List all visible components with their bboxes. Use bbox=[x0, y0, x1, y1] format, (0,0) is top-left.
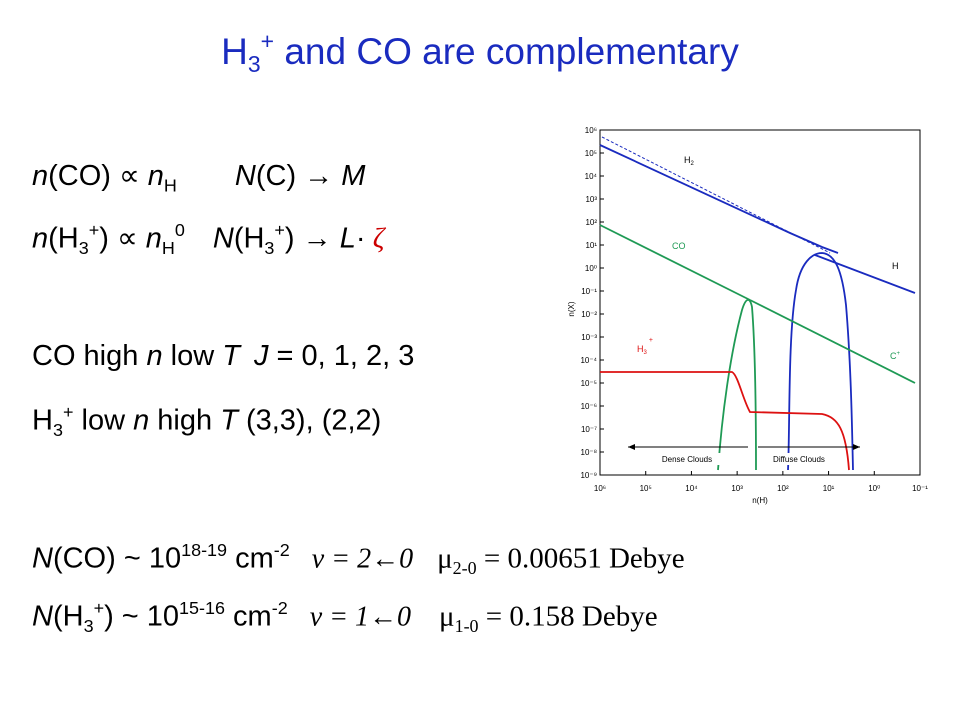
x-tick-label: 10² bbox=[777, 484, 789, 493]
y-axis-ticks: 10⁶ 10⁵ 10⁴ 10³ 10² 10¹ 10⁰ 10⁻¹ 10⁻² 10⁻³ 10⁻⁴ 10⁻… bbox=[580, 126, 604, 480]
y-tick-label: 10³ bbox=[585, 195, 597, 204]
dense-clouds-label: Dense Clouds bbox=[662, 455, 712, 464]
x-tick-label: 10⁵ bbox=[640, 484, 652, 493]
y-tick-label: 10⁻⁵ bbox=[581, 379, 597, 388]
y-tick-label: 10⁶ bbox=[585, 126, 597, 135]
label-h2: H2 bbox=[684, 155, 695, 167]
label-h: H bbox=[892, 261, 899, 271]
y-tick-label: 10⁰ bbox=[585, 264, 597, 273]
x-tick-label: 10¹ bbox=[823, 484, 835, 493]
h-line bbox=[814, 254, 916, 294]
y-tick-label: 10⁻⁹ bbox=[580, 471, 597, 480]
y-axis-label: n(X) bbox=[567, 301, 576, 316]
abundance-chart: 10⁶ 10⁵ 10⁴ 10³ 10² 10¹ 10⁰ 10⁻¹ 10⁻² 10⁻³ 10⁻⁴ 10⁻… bbox=[567, 126, 928, 505]
x-tick-label: 10⁴ bbox=[685, 484, 698, 493]
line-co-density: n(CO) ∝ nH N(C) → M bbox=[32, 160, 366, 196]
y-tick-label: 10⁻⁶ bbox=[581, 402, 597, 411]
line-h3-conditions: H3+ low n high T (3,3), (2,2) bbox=[32, 402, 382, 440]
line-h3-column: N(H3+) ~ 1015-16 cm-2 v = 1←0 μ1-0 = 0.158… bbox=[32, 598, 658, 636]
y-tick-label: 10² bbox=[585, 218, 597, 227]
y-tick-label: 10⁻³ bbox=[581, 333, 597, 342]
line-co-column: N(CO) ~ 1018-19 cm-2 v = 2←0 μ2-0 = 0.0065… bbox=[32, 540, 685, 578]
cplus-line bbox=[749, 299, 916, 384]
y-tick-label: 10¹ bbox=[585, 241, 597, 250]
y-tick-label: 10⁻⁴ bbox=[580, 356, 597, 365]
x-tick-label: 10³ bbox=[731, 484, 743, 493]
label-cplus: C+ bbox=[890, 351, 901, 361]
diffuse-clouds-label: Diffuse Clouds bbox=[773, 455, 825, 464]
co-line bbox=[599, 224, 751, 301]
slide-title: H3+ and CO are complementary bbox=[221, 28, 739, 77]
x-tick-label: 10⁶ bbox=[594, 484, 606, 493]
line-h3-density: n(H3+) ∝ nH0 N(H3+) → L· ζ bbox=[32, 220, 385, 258]
x-tick-label: 10⁻¹ bbox=[912, 484, 928, 493]
y-tick-label: 10⁻⁷ bbox=[581, 425, 597, 434]
h2-asymptote-line bbox=[601, 136, 831, 254]
y-tick-label: 10⁻⁸ bbox=[581, 448, 598, 457]
h2-curve bbox=[599, 144, 839, 254]
label-co: CO bbox=[672, 241, 686, 251]
x-tick-label: 10⁰ bbox=[868, 484, 880, 493]
y-tick-label: 10⁵ bbox=[585, 149, 597, 158]
h-dome-curve bbox=[787, 252, 854, 471]
x-axis-ticks: 10⁶ 10⁵ 10⁴ 10³ 10² 10¹ 10⁰ 10⁻¹ bbox=[594, 471, 928, 493]
x-axis-label: n(H) bbox=[752, 496, 768, 505]
co-arch-curve bbox=[717, 298, 757, 471]
y-tick-label: 10⁴ bbox=[585, 172, 598, 181]
h3plus-curve bbox=[600, 371, 850, 471]
label-h3plus: H3+ bbox=[637, 337, 653, 356]
plot-frame bbox=[599, 129, 921, 476]
y-tick-label: 10⁻¹ bbox=[581, 287, 597, 296]
y-tick-label: 10⁻² bbox=[581, 310, 597, 319]
